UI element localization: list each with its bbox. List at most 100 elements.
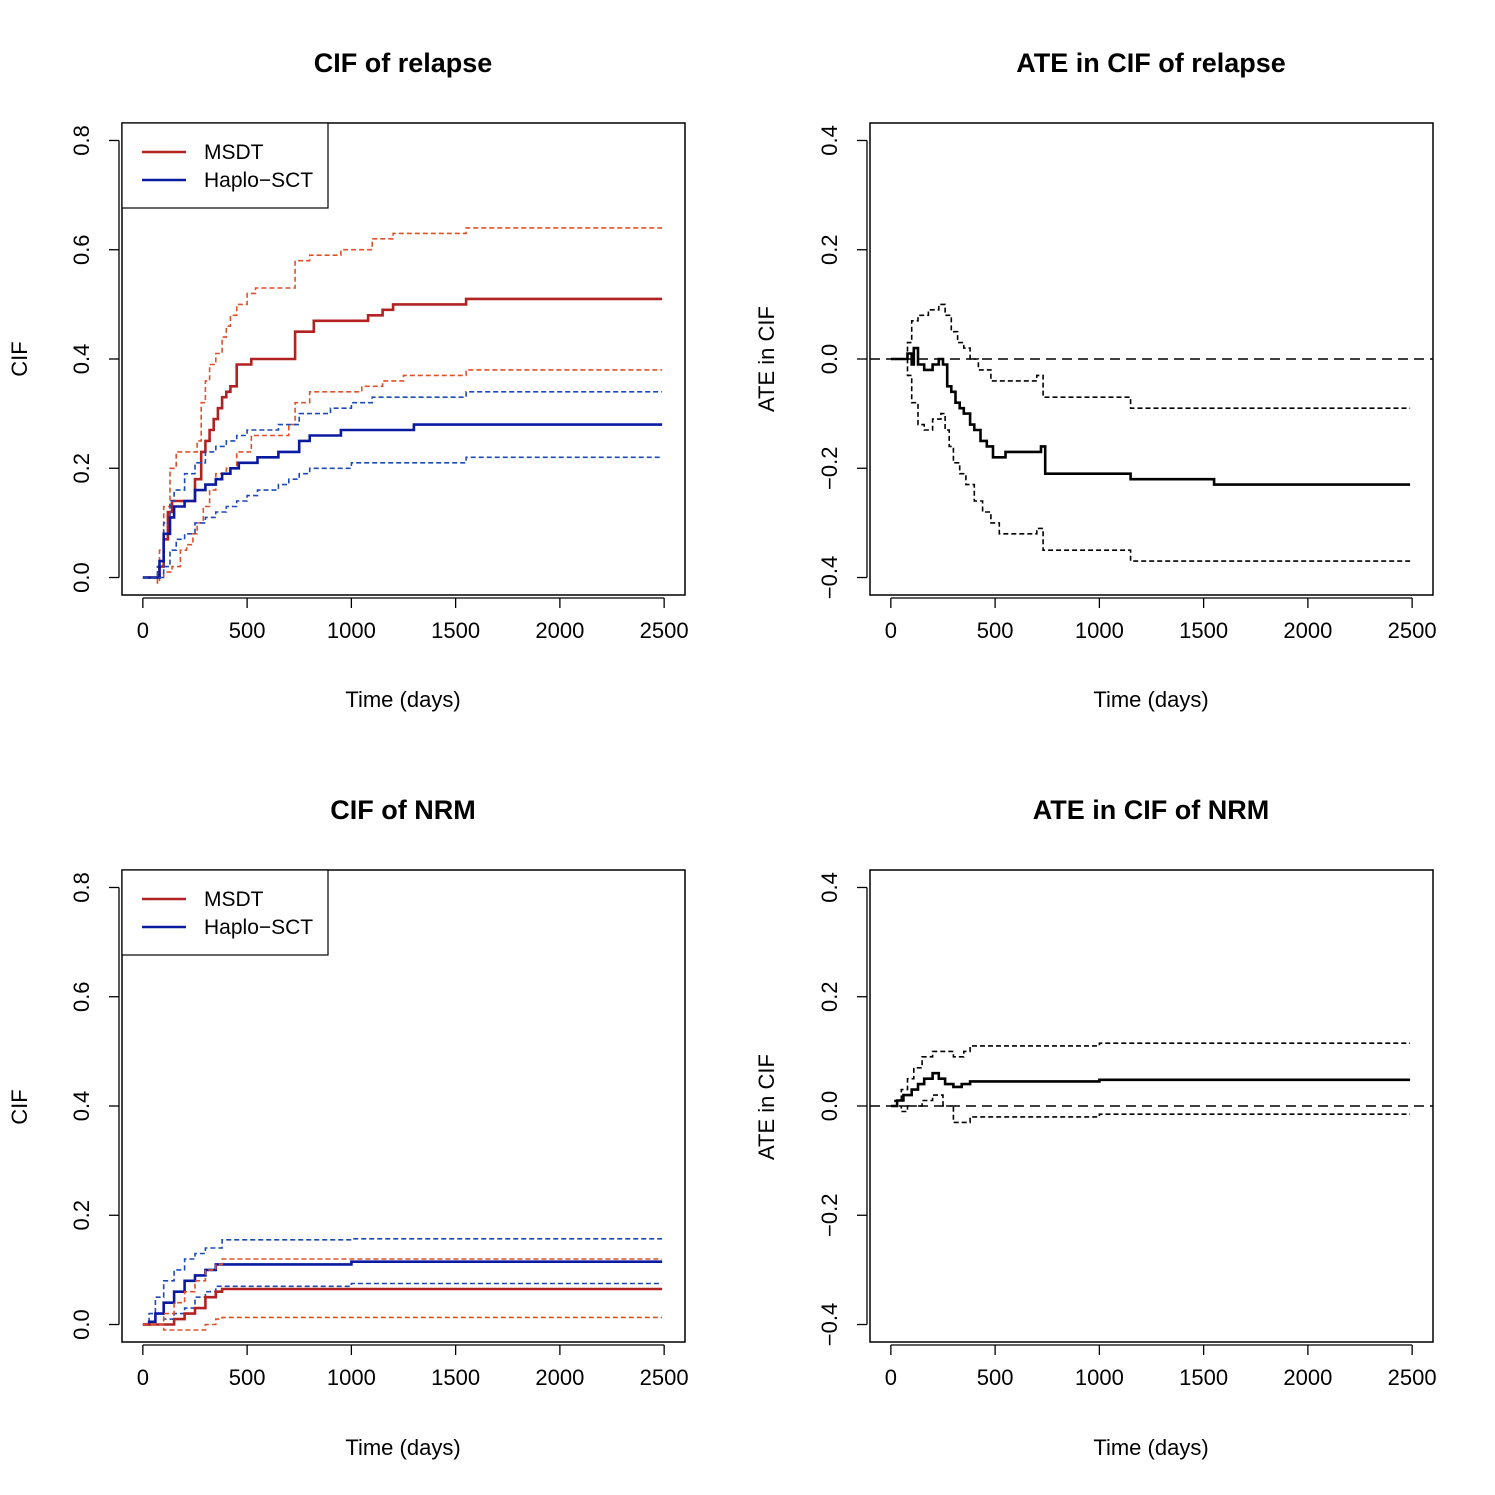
y-tick-label: 0.2 [817,234,842,265]
x-tick-label: 500 [977,1365,1014,1390]
x-axis-ticks: 0 500 1000 1500 2000 2500 [885,1344,1437,1390]
x-tick-label: 2500 [1388,1365,1437,1390]
series-haplo-sct-upper-ci [142,1238,663,1326]
y-tick-label: 0.2 [817,981,842,1012]
y-tick-label: 0.0 [69,562,94,593]
y-tick-label: 0.8 [69,125,94,156]
series-ate-upper-ci [890,1042,1411,1107]
legend-label-msdt: MSDT [204,888,264,911]
series-layer [870,1042,1433,1124]
x-tick-label: 1500 [431,1365,480,1390]
series-layer [142,227,663,584]
series-msdt-upper-ci [142,227,663,579]
series-ate-estimate [890,346,1411,486]
x-tick-label: 1000 [327,618,376,643]
x-axis-label: Time (days) [1093,687,1208,712]
plot-frame [869,122,1434,596]
y-tick-label: 0.0 [69,1309,94,1340]
panel-ate-nrm: ATE in CIF of NRM Time (days) ATE in CIF… [754,795,1437,1460]
x-tick-label: 1500 [1179,1365,1228,1390]
x-tick-label: 2000 [535,1365,584,1390]
legend-label-msdt: MSDT [204,141,264,164]
x-tick-label: 1500 [1179,618,1228,643]
series-haplo-sct-upper-ci [142,391,663,579]
plot-frame [121,869,686,1343]
y-tick-label: 0.2 [69,453,94,484]
x-tick-label: 500 [229,618,266,643]
y-tick-label: 0.4 [69,1091,94,1122]
legend: MSDT Haplo−SCT [121,869,329,956]
x-tick-label: 1000 [1075,1365,1124,1390]
x-tick-label: 2000 [1283,1365,1332,1390]
series-layer [870,303,1433,562]
x-tick-label: 0 [137,618,149,643]
chart-title: CIF of relapse [314,48,493,78]
x-tick-label: 2000 [1283,618,1332,643]
x-tick-label: 500 [229,1365,266,1390]
chart-title: ATE in CIF of NRM [1033,795,1269,825]
legend: MSDT Haplo−SCT [121,122,329,209]
y-axis-ticks: −0.4 −0.2 0.0 0.2 0.4 [817,125,868,599]
x-axis-ticks: 0 500 1000 1500 2000 2500 [885,597,1437,643]
x-tick-label: 500 [977,618,1014,643]
legend-label-haplo: Haplo−SCT [204,916,313,939]
series-msdt-lower-ci [142,1316,663,1331]
series-ate-lower-ci [890,1094,1411,1124]
panel-ate-relapse: ATE in CIF of relapse Time (days) ATE in… [754,48,1437,712]
legend-box [121,122,329,209]
y-axis-ticks: −0.4 −0.2 0.0 0.2 0.4 [817,872,868,1346]
y-tick-label: 0.4 [817,872,842,903]
x-tick-label: 1500 [431,618,480,643]
chart-title: CIF of NRM [330,795,475,825]
series-layer [142,1238,663,1331]
x-axis-ticks: 0 500 1000 1500 2000 2500 [137,597,689,643]
y-tick-label: 0.8 [69,872,94,903]
x-tick-label: 2500 [640,618,689,643]
y-axis-ticks: 0.0 0.2 0.4 0.6 0.8 [69,872,120,1340]
legend-box [121,869,329,956]
y-tick-label: 0.0 [817,1091,842,1122]
series-haplo-sct-lower-ci [142,456,663,579]
y-tick-label: 0.6 [69,234,94,265]
series-ate-estimate [890,1071,1411,1108]
x-tick-label: 0 [137,1365,149,1390]
series-ate-lower-ci [890,358,1411,562]
series-msdt-lower-ci [142,369,663,584]
panel-cif-nrm: CIF of NRM Time (days) CIF 0 500 1000 1500 2… [7,795,689,1460]
x-tick-label: 0 [885,618,897,643]
y-tick-label: −0.2 [817,447,842,490]
chart-title: ATE in CIF of relapse [1016,48,1286,78]
x-tick-label: 1000 [1075,618,1124,643]
y-tick-label: −0.4 [817,556,842,599]
y-tick-label: −0.4 [817,1303,842,1346]
x-axis-label: Time (days) [345,1435,460,1460]
y-axis-label: CIF [7,1089,32,1124]
x-axis-label: Time (days) [345,687,460,712]
series-msdt [142,297,663,579]
y-axis-label: ATE in CIF [754,1054,779,1160]
legend-label-haplo: Haplo−SCT [204,169,313,192]
panel-cif-relapse: CIF of relapse Time (days) CIF 0 500 1000 1… [7,48,689,712]
x-tick-label: 2000 [535,618,584,643]
y-tick-label: 0.2 [69,1200,94,1231]
plot-frame [121,122,686,596]
x-axis-label: Time (days) [1093,1435,1208,1460]
x-tick-label: 0 [885,1365,897,1390]
x-tick-label: 1000 [327,1365,376,1390]
y-axis-label: CIF [7,341,32,376]
series-ate-upper-ci [890,303,1411,409]
y-axis-ticks: 0.0 0.2 0.4 0.6 0.8 [69,125,120,593]
y-tick-label: 0.4 [69,344,94,375]
x-tick-label: 2500 [1388,618,1437,643]
series-msdt-upper-ci [142,1258,663,1326]
plot-frame [869,869,1434,1343]
x-tick-label: 2500 [640,1365,689,1390]
x-axis-ticks: 0 500 1000 1500 2000 2500 [137,1344,689,1390]
series-msdt [142,1287,663,1326]
series-haplo-sct [142,423,663,579]
y-tick-label: 0.4 [817,125,842,156]
y-tick-label: −0.2 [817,1194,842,1237]
y-tick-label: 0.0 [817,344,842,375]
